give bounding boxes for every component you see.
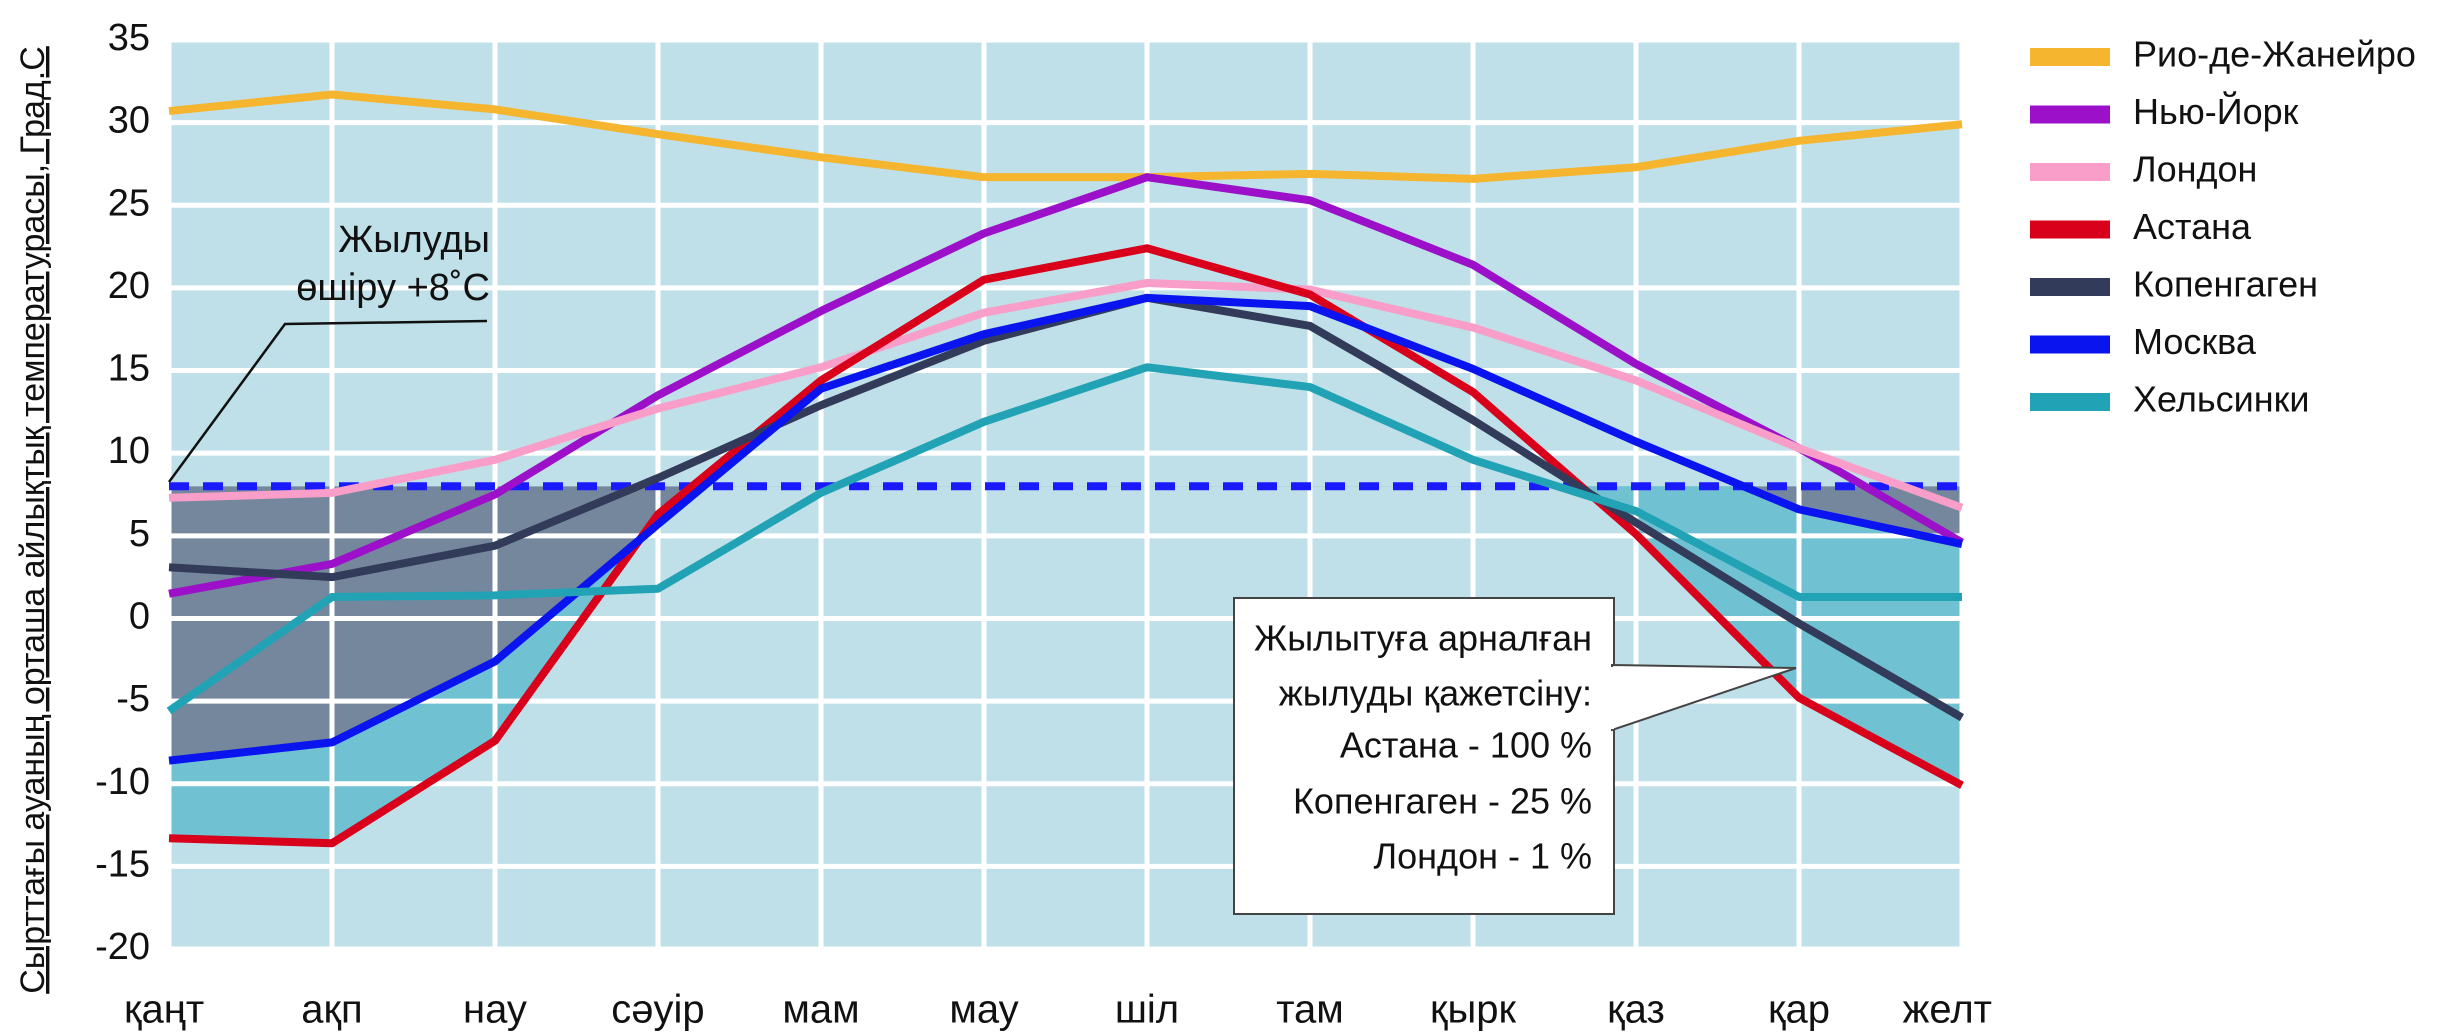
heating-area-cold <box>169 486 1962 844</box>
x-tick-label: нау <box>463 988 527 1032</box>
y-tick-label: -15 <box>95 843 150 885</box>
callout-joint <box>1608 667 1614 729</box>
y-tick-label: -10 <box>95 761 150 803</box>
legend-swatch <box>2030 335 2110 354</box>
legend-swatch <box>2030 105 2110 124</box>
legend-label: Лондон <box>2133 149 2257 190</box>
series-line <box>166 363 1962 715</box>
y-tick-label: 30 <box>108 100 150 142</box>
y-tick-label: -5 <box>116 678 150 720</box>
leader-line <box>167 319 488 483</box>
callout-text: Астана - 100 % <box>1340 725 1592 766</box>
y-tick-label: -20 <box>95 926 150 968</box>
y-tick-label: 0 <box>129 595 150 637</box>
x-tick-label: қаз <box>1607 988 1665 1032</box>
x-tick-label: қаңт <box>124 988 204 1032</box>
legend-swatch <box>2030 220 2110 239</box>
annotation: Жылуды <box>338 219 490 261</box>
series-line <box>168 244 1964 848</box>
annotation: өшіру +8˚С <box>296 267 490 309</box>
legend-label: Копенгаген <box>2133 264 2318 305</box>
callout: Жылытуға арналған жылуды қажетсіну: Аста… <box>1233 597 1797 915</box>
callout-box <box>1233 597 1615 915</box>
y-tick-label: 25 <box>108 182 150 224</box>
x-tick-label: қырк <box>1430 988 1516 1032</box>
x-tick-label: шіл <box>1115 988 1179 1032</box>
x-tick-label: желт <box>1903 988 1992 1032</box>
x-tick-label: сәуір <box>611 988 704 1032</box>
legend-label: Москва <box>2133 321 2257 362</box>
series-line <box>168 278 1964 512</box>
legend-swatch <box>2030 48 2110 66</box>
plot-area <box>166 37 1965 952</box>
legend-label: Нью-Йорк <box>2133 90 2299 132</box>
callout-text: Лондон - 1 % <box>1374 836 1592 877</box>
callout-text: Копенгаген - 25 % <box>1293 781 1592 822</box>
y-tick-label: 35 <box>108 17 150 59</box>
y-tick-label: 20 <box>108 265 150 307</box>
y-tick-label: 15 <box>108 348 150 390</box>
series-line <box>168 173 1965 598</box>
x-tick-label: мам <box>782 988 859 1032</box>
callout-text: Жылытуға арналған <box>1254 618 1592 659</box>
series-line <box>168 90 1963 183</box>
legend-swatch <box>2030 163 2110 181</box>
series-line <box>168 293 1963 765</box>
y-tick-label: 5 <box>129 513 150 555</box>
legend-label: Рио-де-Жанейро <box>2133 34 2416 75</box>
legend-label: Хельсинки <box>2133 379 2309 420</box>
x-tick-label: там <box>1276 988 1344 1032</box>
y-tick-label: 10 <box>108 430 150 472</box>
legend-swatch <box>2030 278 2110 296</box>
y-axis-label: Сырттағы ауаның орташа айлықтық температ… <box>14 46 52 994</box>
x-tick-label: ақп <box>301 988 362 1032</box>
x-tick-label: мау <box>949 988 1018 1032</box>
x-tick-label: қар <box>1768 988 1830 1032</box>
callout-text: жылуды қажетсіну: <box>1279 673 1592 714</box>
legend-swatch <box>2030 393 2110 411</box>
legend-label: Астана <box>2133 206 2252 247</box>
